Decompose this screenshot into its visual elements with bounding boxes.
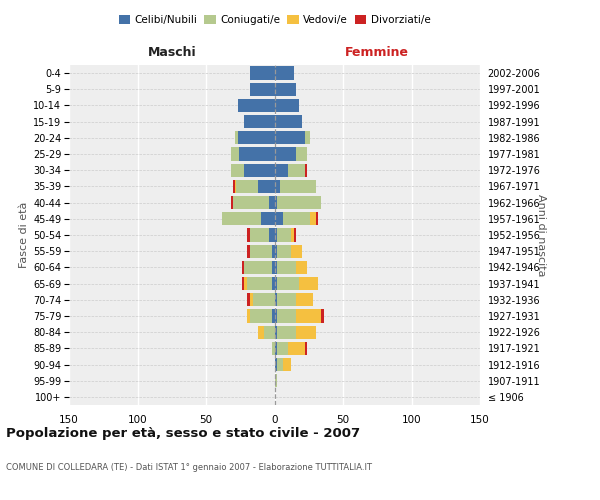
Bar — [305, 342, 307, 355]
Bar — [250, 66, 275, 80]
Bar — [275, 228, 277, 241]
Y-axis label: Fasce di età: Fasce di età — [19, 202, 29, 268]
Bar — [263, 326, 275, 339]
Bar — [275, 310, 277, 322]
Bar — [238, 99, 275, 112]
Bar — [296, 293, 313, 306]
Bar — [305, 131, 310, 144]
Bar — [244, 277, 247, 290]
Bar — [277, 358, 283, 371]
Bar — [230, 164, 244, 177]
Bar — [253, 293, 275, 306]
Bar — [275, 212, 283, 226]
Bar — [275, 196, 277, 209]
Bar — [230, 196, 233, 209]
Bar — [277, 228, 291, 241]
Bar — [283, 212, 310, 226]
Bar — [272, 244, 275, 258]
Bar — [296, 260, 307, 274]
Bar — [296, 310, 321, 322]
Bar — [269, 196, 275, 209]
Bar — [299, 277, 319, 290]
Bar — [258, 326, 263, 339]
Bar — [291, 228, 293, 241]
Bar — [277, 342, 288, 355]
Bar — [277, 293, 296, 306]
Bar — [305, 164, 307, 177]
Bar — [277, 244, 291, 258]
Bar — [321, 310, 324, 322]
Text: Maschi: Maschi — [148, 46, 196, 59]
Bar — [288, 164, 305, 177]
Bar — [247, 228, 250, 241]
Bar — [247, 310, 250, 322]
Bar — [261, 212, 275, 226]
Bar — [230, 148, 239, 160]
Bar — [277, 260, 296, 274]
Bar — [233, 180, 235, 193]
Bar — [272, 277, 275, 290]
Bar — [247, 244, 250, 258]
Bar — [275, 260, 277, 274]
Text: COMUNE DI COLLEDARA (TE) - Dati ISTAT 1° gennaio 2007 - Elaborazione TUTTITALIA.: COMUNE DI COLLEDARA (TE) - Dati ISTAT 1°… — [6, 462, 372, 471]
Bar — [244, 260, 272, 274]
Bar — [242, 277, 244, 290]
Y-axis label: Anni di nascita: Anni di nascita — [536, 194, 546, 276]
Bar — [238, 131, 275, 144]
Bar — [250, 310, 272, 322]
Bar — [310, 212, 316, 226]
Bar — [275, 99, 299, 112]
Legend: Celibi/Nubili, Coniugati/e, Vedovi/e, Divorziati/e: Celibi/Nubili, Coniugati/e, Vedovi/e, Di… — [115, 11, 434, 29]
Bar — [296, 148, 307, 160]
Bar — [275, 342, 277, 355]
Bar — [288, 342, 305, 355]
Bar — [258, 180, 275, 193]
Bar — [272, 310, 275, 322]
Bar — [244, 115, 275, 128]
Bar — [283, 358, 291, 371]
Bar — [275, 82, 296, 96]
Bar — [247, 277, 272, 290]
Bar — [296, 326, 316, 339]
Bar — [277, 277, 299, 290]
Bar — [275, 293, 277, 306]
Bar — [250, 228, 269, 241]
Bar — [275, 148, 296, 160]
Bar — [277, 326, 296, 339]
Bar — [277, 196, 321, 209]
Bar — [275, 374, 277, 388]
Bar — [272, 260, 275, 274]
Bar — [239, 148, 275, 160]
Bar — [316, 212, 319, 226]
Bar — [275, 164, 288, 177]
Bar — [247, 293, 250, 306]
Bar — [236, 180, 258, 193]
Bar — [280, 180, 316, 193]
Text: Popolazione per età, sesso e stato civile - 2007: Popolazione per età, sesso e stato civil… — [6, 428, 360, 440]
Bar — [250, 82, 275, 96]
Bar — [250, 293, 253, 306]
Bar — [242, 260, 244, 274]
Bar — [244, 164, 275, 177]
Bar — [293, 228, 296, 241]
Bar — [275, 326, 277, 339]
Bar — [275, 66, 293, 80]
Bar — [269, 228, 275, 241]
Bar — [233, 196, 269, 209]
Bar — [223, 212, 261, 226]
Bar — [275, 115, 302, 128]
Bar — [275, 358, 277, 371]
Bar — [272, 342, 275, 355]
Bar — [250, 244, 272, 258]
Bar — [275, 244, 277, 258]
Bar — [291, 244, 302, 258]
Bar — [277, 310, 296, 322]
Text: Femmine: Femmine — [345, 46, 409, 59]
Bar — [275, 277, 277, 290]
Bar — [275, 180, 280, 193]
Bar — [275, 131, 305, 144]
Bar — [235, 131, 238, 144]
Bar — [235, 180, 236, 193]
